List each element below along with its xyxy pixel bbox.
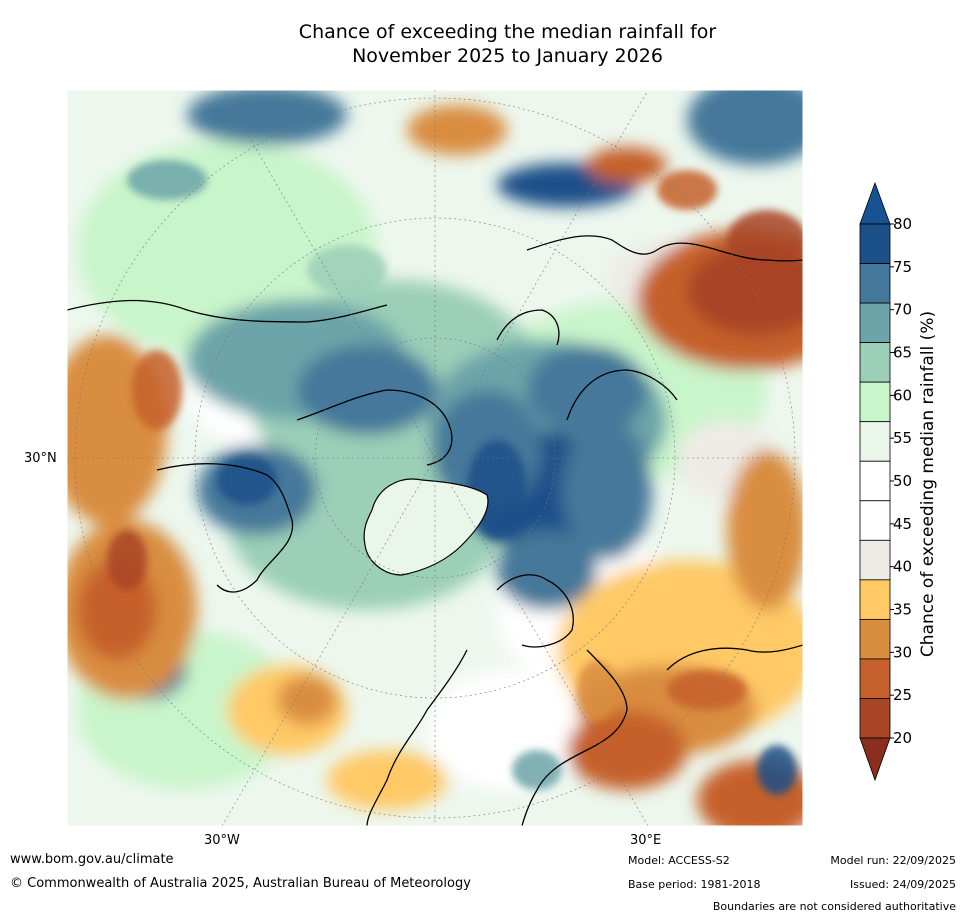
polar-map <box>67 90 803 826</box>
colorbar-bands <box>859 223 891 739</box>
colorbar-ticks: 80 75 70 65 60 55 50 45 40 35 30 25 20 <box>890 215 912 747</box>
footer-model-run: Model run: 22/09/2025 <box>830 854 956 867</box>
colorbar-band <box>859 381 891 423</box>
longitude-label-east: 30°E <box>630 833 662 848</box>
colorbar-tick-label: 70 <box>893 301 912 319</box>
colorbar-tick-label: 40 <box>893 558 912 576</box>
colorbar-band <box>859 302 891 344</box>
colorbar-tick-label: 75 <box>893 258 912 276</box>
colorbar-top-arrow <box>859 181 891 225</box>
colorbar-tick-label: 35 <box>893 601 912 619</box>
graticule <box>67 90 803 826</box>
coastlines <box>67 235 803 826</box>
colorbar-tick-label: 55 <box>893 429 912 447</box>
colorbar-band <box>859 342 891 383</box>
footer-copyright: © Commonwealth of Australia 2025, Austra… <box>10 876 471 891</box>
colorbar-bottom-arrow <box>859 737 891 782</box>
colorbar-band <box>859 658 891 699</box>
colorbar-band <box>859 579 891 620</box>
colorbar-tick-label: 60 <box>893 386 912 404</box>
title-line-2: November 2025 to January 2026 <box>352 45 663 67</box>
rainfall-texture <box>107 160 803 795</box>
colorbar-tick-label: 50 <box>893 472 912 490</box>
chart-title: Chance of exceeding the median rainfall … <box>40 20 965 68</box>
longitude-label-west: 30°W <box>204 833 240 848</box>
colorbar-tick-label: 25 <box>893 686 912 704</box>
colorbar-band <box>859 223 891 264</box>
footer-issued: Issued: 24/09/2025 <box>849 878 956 891</box>
colorbar-band <box>859 421 891 462</box>
colorbar-band <box>859 460 891 502</box>
colorbar-band <box>859 500 891 541</box>
colorbar-tick-label: 30 <box>893 643 912 661</box>
colorbar-tick-label: 45 <box>893 515 912 533</box>
colorbar: 80 75 70 65 60 55 50 45 40 35 30 25 20 <box>859 181 912 782</box>
footer-base-period: Base period: 1981-2018 <box>628 878 761 891</box>
title-line-1: Chance of exceeding the median rainfall … <box>298 21 717 43</box>
footer-model: Model: ACCESS-S2 <box>628 854 730 867</box>
latitude-label: 30°N <box>24 451 57 466</box>
colorbar-title: Chance of exceeding median rainfall (%) <box>918 310 938 658</box>
colorbar-tick-label: 80 <box>893 215 912 233</box>
colorbar-tick-label: 65 <box>893 344 912 362</box>
footer-disclaimer: Boundaries are not considered authoritat… <box>712 900 956 913</box>
colorbar-band <box>859 618 891 660</box>
greenland-landmass <box>363 478 489 576</box>
colorbar-band <box>859 263 891 304</box>
footer-website: www.bom.gov.au/climate <box>10 852 174 867</box>
colorbar-band <box>859 539 891 581</box>
colorbar-band <box>859 698 891 739</box>
colorbar-tick-label: 20 <box>893 729 912 747</box>
